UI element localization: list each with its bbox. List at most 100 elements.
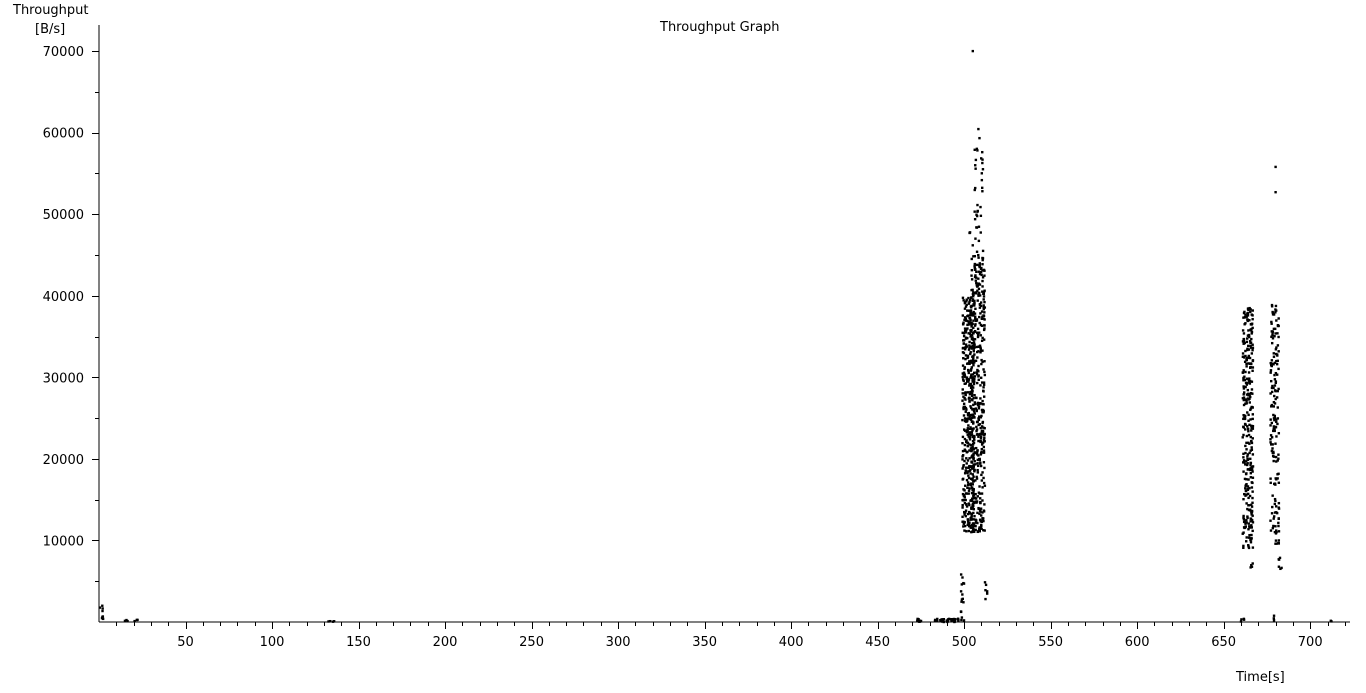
data-point xyxy=(978,136,981,140)
data-point xyxy=(1250,441,1254,445)
data-point xyxy=(970,449,973,453)
data-point xyxy=(1251,476,1255,479)
data-point xyxy=(1271,332,1274,335)
data-point xyxy=(1247,413,1250,417)
data-point xyxy=(965,377,968,381)
data-point xyxy=(976,420,979,423)
data-point xyxy=(971,380,974,383)
data-point xyxy=(1242,544,1245,548)
data-point xyxy=(1244,402,1247,405)
data-point xyxy=(1245,502,1248,505)
data-point xyxy=(974,158,978,162)
data-point xyxy=(1270,359,1274,362)
data-point xyxy=(975,291,978,294)
x-tick-label: 450 xyxy=(865,635,890,650)
data-point xyxy=(974,524,977,528)
data-point xyxy=(961,467,964,470)
data-point xyxy=(970,486,974,490)
data-point xyxy=(982,381,986,384)
data-point xyxy=(981,161,984,165)
data-point xyxy=(967,320,971,324)
data-point xyxy=(966,481,970,484)
data-point xyxy=(961,458,964,461)
data-point xyxy=(1247,536,1251,539)
data-point xyxy=(985,592,989,595)
data-point xyxy=(982,449,986,452)
data-point xyxy=(1246,388,1250,392)
data-point xyxy=(1251,346,1255,350)
data-point xyxy=(972,494,975,498)
data-point xyxy=(962,402,966,406)
data-point xyxy=(1274,381,1277,385)
data-point xyxy=(1248,339,1252,343)
data-point xyxy=(1272,524,1275,528)
data-point xyxy=(979,426,982,430)
data-point xyxy=(971,322,974,326)
data-point xyxy=(964,498,967,502)
data-point xyxy=(982,383,986,386)
data-point xyxy=(1277,507,1281,510)
data-point xyxy=(1277,517,1280,521)
data-point xyxy=(1244,489,1248,493)
data-point xyxy=(1249,408,1252,412)
data-point xyxy=(982,395,986,398)
data-point xyxy=(979,464,983,468)
y-axis-label: Throughput xyxy=(13,3,89,18)
data-point xyxy=(1251,309,1254,312)
data-point xyxy=(963,520,966,524)
data-point xyxy=(962,465,965,468)
data-point xyxy=(983,466,986,470)
data-point xyxy=(963,489,966,492)
data-point xyxy=(965,303,968,307)
data-point xyxy=(972,382,976,386)
data-point xyxy=(1250,537,1253,540)
data-point xyxy=(971,435,974,439)
data-point xyxy=(968,443,971,446)
x-tick-label: 700 xyxy=(1298,635,1323,650)
data-point xyxy=(985,590,989,593)
data-point xyxy=(961,449,965,453)
data-point xyxy=(978,402,981,405)
y-tick-label: 60000 xyxy=(43,127,84,142)
data-point xyxy=(962,428,966,431)
data-point xyxy=(1242,316,1245,319)
data-point xyxy=(1246,427,1250,431)
data-point xyxy=(1243,477,1247,481)
data-point xyxy=(962,619,966,622)
data-point xyxy=(972,452,975,456)
data-point xyxy=(972,378,975,381)
data-point xyxy=(974,307,977,311)
data-point xyxy=(976,356,979,359)
data-point xyxy=(967,476,971,480)
data-point xyxy=(1251,465,1255,468)
data-point xyxy=(98,606,102,609)
data-point xyxy=(983,581,987,584)
data-point xyxy=(962,499,965,502)
data-point xyxy=(1242,531,1245,534)
data-point xyxy=(1250,426,1253,430)
data-point xyxy=(1272,425,1276,428)
data-point xyxy=(1243,360,1247,364)
data-point xyxy=(961,593,964,596)
data-point xyxy=(1246,397,1250,400)
data-point xyxy=(982,328,986,332)
data-point xyxy=(1249,418,1252,421)
y-tick-label: 70000 xyxy=(43,45,84,60)
data-point xyxy=(1248,382,1252,385)
data-point xyxy=(980,339,984,342)
data-point xyxy=(1242,520,1246,524)
data-point xyxy=(1251,453,1255,456)
data-point xyxy=(970,446,974,450)
data-point xyxy=(972,434,976,438)
data-point xyxy=(982,304,985,307)
data-point xyxy=(123,619,127,623)
data-point xyxy=(1242,332,1246,335)
data-point xyxy=(982,461,986,464)
data-point xyxy=(976,332,980,335)
data-point xyxy=(966,417,970,420)
data-point xyxy=(1248,306,1251,310)
data-point xyxy=(972,326,975,330)
data-point xyxy=(1270,403,1274,407)
x-tick-label: 550 xyxy=(1038,635,1063,650)
data-point xyxy=(963,417,967,420)
